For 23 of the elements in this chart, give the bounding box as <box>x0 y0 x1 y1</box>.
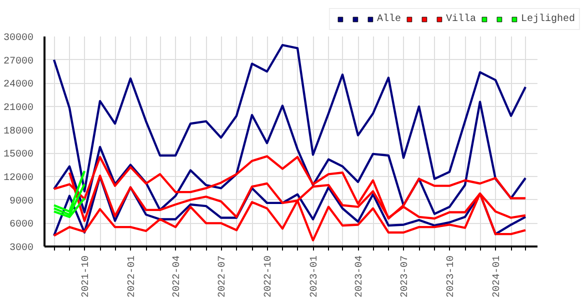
y-tick-label: 15000 <box>3 150 34 161</box>
y-tick-label: 6000 <box>9 220 34 231</box>
x-tick-label: 2023-01 <box>310 255 320 298</box>
y-tick-label: 18000 <box>3 126 34 138</box>
x-tick-label: 2023-04 <box>354 255 366 298</box>
y-tick-label: 27000 <box>3 56 34 68</box>
legend-label: Villa <box>446 14 476 24</box>
x-tick-label: 2022-07 <box>218 255 228 298</box>
legend-label: Lejlighed <box>520 14 575 24</box>
x-tick-label: 2021-10 <box>81 255 92 298</box>
x-tick-label: 2024-01 <box>492 255 503 298</box>
x-tick-label: 2023-07 <box>400 255 411 298</box>
legend-label: Alle <box>376 14 401 24</box>
x-tick-label: 2022-04 <box>172 255 183 298</box>
y-tick-label: 3000 <box>9 243 34 254</box>
y-tick-label: 9000 <box>9 196 34 208</box>
x-tick-label: 2022-01 <box>127 255 138 298</box>
y-tick-label: 12000 <box>3 173 34 184</box>
y-tick-label: 30000 <box>3 33 34 44</box>
x-tick-label: 2022-10 <box>264 255 274 298</box>
y-tick-label: 21000 <box>3 103 34 114</box>
x-tick-label: 2023-10 <box>446 255 457 298</box>
y-tick-label: 24000 <box>3 80 34 91</box>
